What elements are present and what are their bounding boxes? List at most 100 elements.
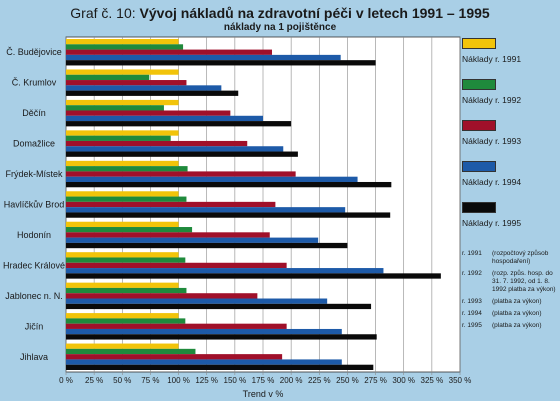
bar-jihlava-s5 — [66, 364, 374, 370]
bar-c-budejovice-s4 — [66, 54, 341, 61]
x-tick-label: 275 % — [364, 376, 387, 385]
chart-title: Graf č. 10: Vývoj nákladů na zdravotní p… — [0, 5, 560, 21]
legend-label: Náklady r. 1994 — [462, 177, 522, 187]
x-tick-label: 350 % — [449, 376, 472, 385]
legend-item: Náklady r. 1991 — [462, 38, 558, 64]
bar-jicin-s5 — [66, 334, 377, 340]
bar-jicin-s4 — [66, 328, 342, 335]
x-tick-label: 325 % — [421, 376, 444, 385]
bar-jablonec-n-n-s3 — [66, 293, 258, 299]
category-labels: Č. Budějovice Č. Krumlov Děčín Domažlice Frý… — [3, 47, 65, 362]
legend-swatch — [462, 120, 496, 131]
note-text: (platba za výkon) — [492, 322, 542, 329]
bar-jicin-s2 — [66, 318, 186, 324]
category-label: Hradec Králové — [3, 260, 65, 270]
x-tick-label: 125 % — [195, 376, 218, 385]
bar-decin-s3 — [66, 110, 231, 116]
legend-item: Náklady r. 1992 — [462, 79, 558, 105]
note-key: r. 1995 — [462, 322, 482, 329]
bar-havlickuv-brod-s2 — [66, 196, 187, 202]
category-label: Č. Budějovice — [6, 47, 62, 57]
legend-notes: r. 1991 (rozpočtový způsob hospodaření) r.… — [462, 250, 558, 334]
bar-hodonin-s1 — [66, 221, 179, 228]
note-key: r. 1994 — [462, 310, 482, 317]
bar-jablonec-n-n-s1 — [66, 282, 179, 288]
bar-c-budejovice-s1 — [66, 39, 179, 45]
bar-hradec-kralove-s4 — [66, 268, 384, 274]
legend-swatch — [462, 38, 496, 49]
x-tick-labels: 0 % 25 % 50 % 75 % 100 % 125 % 150 % 175 % 200 %… — [59, 376, 471, 385]
chart-title-prefix: Graf č. 10: — [70, 5, 136, 21]
legend-item: Náklady r. 1994 — [462, 161, 558, 187]
bar-hradec-kralove-s2 — [66, 257, 186, 263]
bars — [66, 39, 441, 370]
category-label: Jičín — [25, 321, 44, 331]
note-key: r. 1993 — [462, 298, 482, 305]
legend-label: Náklady r. 1991 — [462, 54, 522, 64]
note-text: (rozp. způs. hosp. do 31. 7. 1992, od 1.… — [492, 270, 556, 293]
bar-frydek-mistek-s4 — [66, 176, 358, 182]
bar-jihlava-s1 — [66, 343, 179, 349]
bar-havlickuv-brod-s1 — [66, 191, 179, 197]
x-tick-label: 75 % — [141, 376, 159, 385]
legend-label: Náklady r. 1992 — [462, 95, 522, 105]
bar-jihlava-s2 — [66, 348, 196, 355]
note-text: (rozpočtový způsob hospodaření) — [492, 250, 549, 265]
note-key: r. 1992 — [462, 270, 482, 277]
bar-domazlice-s1 — [66, 130, 179, 136]
bar-c-budejovice-s5 — [66, 60, 376, 66]
bar-domazlice-s3 — [66, 140, 248, 147]
category-label: Frýdek-Místek — [5, 169, 63, 179]
chart-title-main: Vývoj nákladů na zdravotní péči v letech… — [139, 5, 490, 21]
bar-domazlice-s2 — [66, 135, 171, 141]
bar-jablonec-n-n-s4 — [66, 298, 328, 304]
bar-decin-s1 — [66, 99, 179, 106]
chart-subtitle: náklady na 1 pojištěnce — [223, 22, 337, 33]
note-key: r. 1991 — [462, 250, 482, 257]
note-row: r. 1995 (platba za výkon) — [462, 322, 558, 330]
bar-hradec-kralove-s3 — [66, 262, 287, 269]
bar-jicin-s1 — [66, 313, 179, 319]
bar-decin-s4 — [66, 115, 263, 122]
legend-label: Náklady r. 1995 — [462, 218, 522, 228]
x-axis-label: Trend v % — [243, 389, 284, 399]
x-tick-label: 250 % — [336, 376, 359, 385]
bar-domazlice-s4 — [66, 146, 284, 152]
x-tick-label: 225 % — [308, 376, 331, 385]
legend: Náklady r. 1991 Náklady r. 1992 Náklady r.… — [462, 0, 560, 401]
bar-frydek-mistek-s1 — [66, 160, 179, 167]
category-label: Havlíčkův Brod — [4, 200, 65, 210]
bar-jihlava-s4 — [66, 359, 342, 365]
note-row: r. 1991 (rozpočtový způsob hospodaření) — [462, 250, 558, 266]
bar-frydek-mistek-s3 — [66, 171, 296, 177]
bar-c-krumlov-s3 — [66, 80, 187, 86]
legend-swatch — [462, 202, 496, 213]
note-text: (platba za výkon) — [492, 298, 542, 305]
x-tick-label: 100 % — [167, 376, 190, 385]
legend-item: Náklady r. 1993 — [462, 120, 558, 146]
x-tick-label: 300 % — [392, 376, 415, 385]
bar-c-krumlov-s2 — [66, 74, 150, 81]
category-label: Č. Krumlov — [12, 78, 57, 88]
bar-jablonec-n-n-s2 — [66, 287, 187, 294]
category-label: Jihlava — [20, 352, 48, 362]
bar-hradec-kralove-s1 — [66, 252, 179, 258]
bar-frydek-mistek-s5 — [66, 181, 392, 188]
note-row: r. 1994 (platba za výkon) — [462, 310, 558, 318]
bar-frydek-mistek-s2 — [66, 166, 188, 172]
legend-label: Náklady r. 1993 — [462, 136, 522, 146]
note-row: r. 1993 (platba za výkon) — [462, 298, 558, 306]
bar-hodonin-s5 — [66, 242, 348, 249]
x-tick-label: 150 % — [224, 376, 247, 385]
bar-c-krumlov-s1 — [66, 69, 179, 75]
x-tick-label: 200 % — [280, 376, 303, 385]
bar-jihlava-s3 — [66, 354, 283, 360]
category-label: Děčín — [22, 108, 46, 118]
bar-decin-s5 — [66, 121, 292, 127]
bar-havlickuv-brod-s5 — [66, 212, 391, 218]
category-label: Domažlice — [13, 139, 55, 149]
bar-hodonin-s2 — [66, 227, 193, 233]
x-tick-label: 0 % — [59, 376, 73, 385]
note-text: (platba za výkon) — [492, 310, 542, 317]
